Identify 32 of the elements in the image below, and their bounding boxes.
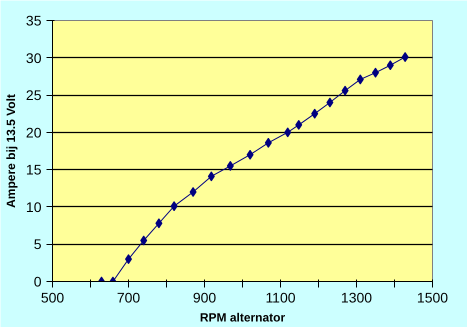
point (402, 52, 409, 62)
point (342, 86, 349, 96)
y-axis-title: Ampere bij 13.5 Volt (4, 94, 18, 208)
x-tick-label: 700 (116, 290, 140, 306)
y-tick-label: 15 (26, 162, 42, 178)
point (264, 138, 272, 148)
point (356, 74, 364, 84)
y-tick-label: 25 (26, 87, 42, 104)
x-tick-label: 1100 (265, 290, 296, 306)
x-axis-title: RPM alternator (200, 310, 286, 324)
x-tick-label: 1300 (340, 290, 372, 306)
point (170, 201, 178, 212)
y-tick-label: 35 (26, 12, 42, 28)
x-tick-label: 900 (192, 290, 216, 306)
point (284, 127, 292, 138)
y-tick-label: 10 (26, 198, 42, 215)
point (190, 187, 197, 198)
point (226, 160, 234, 171)
y-tick-label: 0 (34, 274, 42, 290)
point (208, 171, 215, 182)
point (311, 108, 318, 119)
point (155, 218, 162, 228)
y-tick-label: 20 (26, 124, 42, 140)
x-tick-label: 1500 (416, 290, 448, 306)
point (295, 120, 302, 130)
x-tick-label: 500 (40, 290, 64, 306)
point (386, 60, 394, 70)
point (140, 235, 148, 246)
y-tick-label: 30 (26, 50, 42, 66)
point (326, 98, 334, 108)
y-tick-label: 5 (34, 236, 42, 252)
point (246, 150, 254, 160)
